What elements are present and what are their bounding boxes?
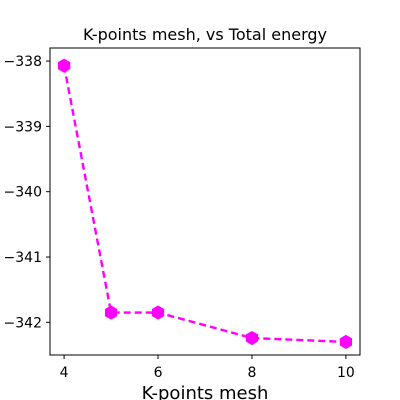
data-point <box>104 305 118 320</box>
x-axis-label: K-points mesh <box>142 383 269 400</box>
x-tick-label: 8 <box>248 365 257 381</box>
data-point <box>245 330 259 346</box>
y-tick-label: −341 <box>4 250 42 266</box>
x-axis-ticks: 4 6 8 10 <box>60 355 355 381</box>
y-tick-label: −338 <box>4 54 42 70</box>
data-point <box>339 334 353 350</box>
data-point <box>151 305 165 320</box>
x-tick-label: 6 <box>154 365 163 381</box>
y-tick-label: −339 <box>4 119 42 135</box>
y-axis-ticks: −338 −339 −340 −341 −342 <box>4 54 50 331</box>
plot-frame <box>49 47 361 356</box>
series-markers <box>57 58 353 350</box>
data-point <box>57 58 71 73</box>
y-tick-label: −340 <box>4 185 42 201</box>
x-tick-label: 4 <box>60 365 69 381</box>
y-tick-label: −342 <box>4 315 42 331</box>
x-tick-label: 10 <box>337 365 355 381</box>
chart-title: K-points mesh, vs Total energy <box>83 25 327 44</box>
